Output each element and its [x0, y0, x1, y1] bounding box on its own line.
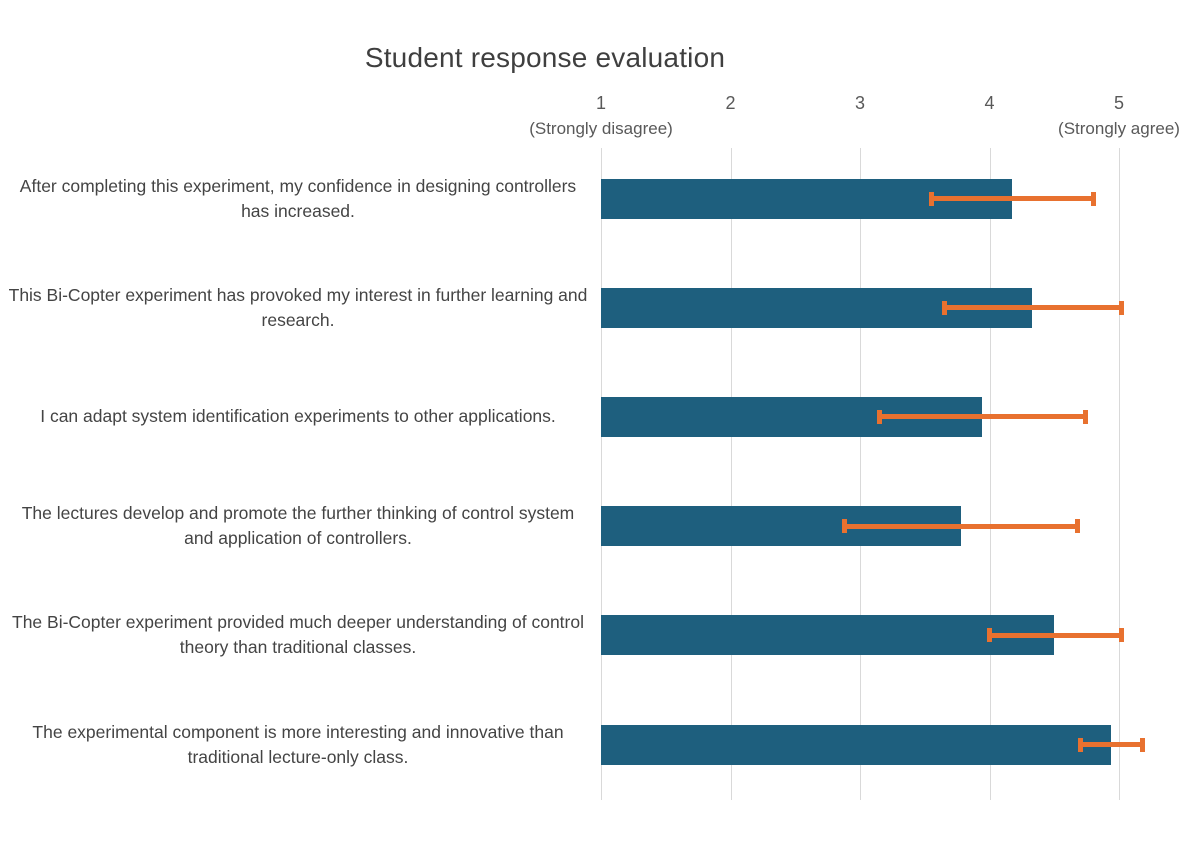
x-tick-label-2: 2 — [725, 93, 736, 113]
category-label-5: The experimental component is more inter… — [32, 721, 564, 767]
x-tick-label-1: 1 — [595, 93, 606, 113]
gridline-1 — [601, 148, 602, 800]
error-cap-0-high — [1090, 191, 1096, 206]
axis-note-strongly-disagree: (Strongly disagree) — [529, 119, 673, 138]
bar-row-4 — [601, 615, 1055, 656]
error-cap-2-low — [876, 409, 882, 424]
error-cap-3-low — [841, 519, 847, 534]
error-cap-5-low — [1077, 737, 1083, 752]
error-cap-3-high — [1075, 519, 1081, 534]
category-label-3: The lectures develop and promote the fur… — [21, 503, 575, 549]
chart-title: Student response evaluation — [364, 42, 726, 73]
error-bar-2 — [879, 414, 1086, 420]
bar-row-5 — [601, 724, 1112, 765]
x-tick-label-4: 4 — [984, 93, 995, 113]
error-cap-4-high — [1119, 628, 1125, 643]
category-label-0: After completing this experiment, my con… — [19, 175, 577, 221]
category-label-2: I can adapt system identification experi… — [40, 406, 556, 427]
error-bar-0 — [931, 196, 1094, 201]
error-cap-5-high — [1139, 737, 1145, 752]
error-bar-4 — [989, 632, 1122, 638]
gridline-2 — [730, 148, 732, 800]
error-cap-0-low — [928, 191, 934, 206]
gridline-4 — [989, 148, 991, 800]
x-tick-label-3: 3 — [854, 93, 865, 113]
error-cap-1-high — [1119, 300, 1125, 315]
error-cap-1-low — [941, 300, 947, 315]
error-bar-5 — [1080, 742, 1143, 747]
category-label-1: This Bi-Copter experiment has provoked m… — [8, 284, 588, 330]
error-cap-2-high — [1082, 409, 1088, 424]
x-tick-label-5: 5 — [1113, 93, 1124, 113]
gridline-5 — [1119, 148, 1120, 800]
error-cap-4-low — [987, 628, 992, 643]
error-bar-3 — [844, 523, 1078, 529]
gridline-3 — [860, 148, 861, 800]
error-bar-1 — [944, 305, 1122, 311]
category-label-4: The Bi-Copter experiment provided much d… — [12, 612, 584, 658]
axis-note-strongly-agree: (Strongly agree) — [1058, 119, 1180, 138]
